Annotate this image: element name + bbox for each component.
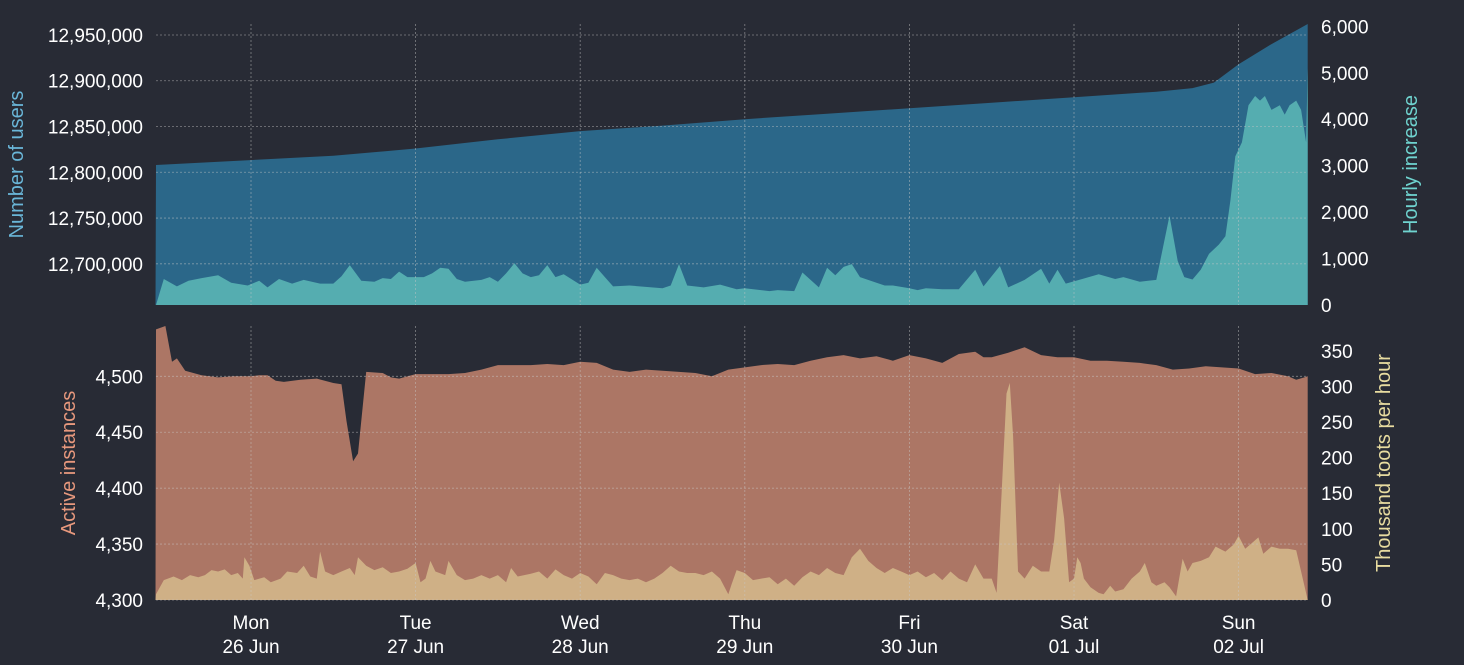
users-series-primary-area xyxy=(155,24,1308,305)
instances-right-tick-label: 300 xyxy=(1321,377,1353,398)
users-right-tick-label: 2,000 xyxy=(1321,203,1369,224)
instances-right-tick-label: 250 xyxy=(1321,413,1353,434)
x-tick-date: 29 Jun xyxy=(716,637,773,658)
users-right-tick-label: 4,000 xyxy=(1321,110,1369,131)
x-tick-weekday: Sat xyxy=(1060,613,1089,634)
instances-left-tick-label: 4,500 xyxy=(95,367,143,388)
users-left-tick-label: 12,800,000 xyxy=(48,163,143,184)
users-left-tick-label: 12,750,000 xyxy=(48,209,143,230)
x-tick-date: 30 Jun xyxy=(881,637,938,658)
users-right-tick-label: 3,000 xyxy=(1321,157,1369,178)
users-panel xyxy=(155,24,1308,305)
x-tick-date: 01 Jul xyxy=(1049,637,1100,658)
users-left-tick-label: 12,700,000 xyxy=(48,255,143,276)
x-tick-weekday: Thu xyxy=(728,613,761,634)
instances-left-tick-label: 4,350 xyxy=(95,535,143,556)
users-right-axis-title: Hourly increase xyxy=(1400,95,1422,234)
instances-panel xyxy=(155,326,1308,601)
x-tick-weekday: Mon xyxy=(233,613,270,634)
instances-series-secondary-area xyxy=(155,382,1308,600)
users-right-tick-label: 1,000 xyxy=(1321,250,1369,271)
instances-left-tick-label: 4,450 xyxy=(95,423,143,444)
x-tick-weekday: Tue xyxy=(400,613,432,634)
users-left-tick-label: 12,850,000 xyxy=(48,118,143,139)
users-series-secondary-area xyxy=(155,68,1308,305)
users-left-axis-title: Number of users xyxy=(6,91,28,239)
instances-right-axis-title: Thousand toots per hour xyxy=(1373,354,1395,572)
users-right-tick-label: 6,000 xyxy=(1321,17,1369,38)
x-tick-date: 26 Jun xyxy=(222,637,279,658)
x-tick-date: 02 Jul xyxy=(1213,637,1264,658)
instances-series-primary-area xyxy=(155,326,1308,600)
instances-left-tick-label: 4,300 xyxy=(95,591,143,612)
users-right-tick-label: 0 xyxy=(1321,296,1332,317)
instances-left-axis-title: Active instances xyxy=(58,391,80,536)
instances-right-tick-label: 350 xyxy=(1321,342,1353,363)
x-tick-weekday: Wed xyxy=(561,613,600,634)
x-tick-date: 28 Jun xyxy=(552,637,609,658)
users-right-tick-label: 5,000 xyxy=(1321,64,1369,85)
instances-right-tick-label: 50 xyxy=(1321,555,1342,576)
instances-right-tick-label: 150 xyxy=(1321,484,1353,505)
instances-right-tick-label: 200 xyxy=(1321,449,1353,470)
users-left-tick-label: 12,900,000 xyxy=(48,72,143,93)
x-tick-weekday: Fri xyxy=(898,613,920,634)
x-tick-date: 27 Jun xyxy=(387,637,444,658)
instances-right-tick-label: 100 xyxy=(1321,520,1353,541)
instances-right-tick-label: 0 xyxy=(1321,591,1332,612)
users-left-tick-label: 12,950,000 xyxy=(48,26,143,47)
x-tick-weekday: Sun xyxy=(1222,613,1256,634)
instances-left-tick-label: 4,400 xyxy=(95,479,143,500)
